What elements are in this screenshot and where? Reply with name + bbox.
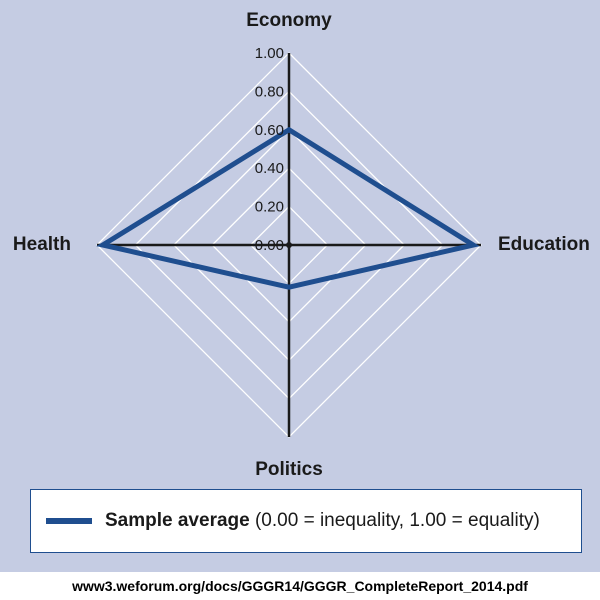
axis-label-education: Education: [498, 234, 590, 255]
label-layer: Economy Education Politics Health: [13, 10, 590, 480]
tick-label-3: 0.60: [255, 122, 284, 139]
legend-note: (0.00 = inequality, 1.00 = equality): [254, 510, 540, 531]
tick-layer: 0.00 0.20 0.40 0.60 0.80 1.00: [255, 45, 284, 254]
tick-label-0: 0.00: [255, 237, 284, 254]
source-url: www3.weforum.org/docs/GGGR14/GGGR_Comple…: [72, 578, 528, 594]
legend-text: Sample average (0.00 = inequality, 1.00 …: [105, 510, 540, 532]
axis-label-health: Health: [13, 234, 71, 255]
chart-panel: 0.00 0.20 0.40 0.60 0.80 1.00 Economy Educatio…: [0, 0, 600, 572]
tick-label-1: 0.20: [255, 199, 284, 216]
tick-label-5: 1.00: [255, 45, 284, 62]
legend-series-label: Sample average: [105, 510, 250, 531]
axis-layer: [97, 53, 481, 437]
axis-center: [286, 242, 292, 248]
data-point-economy: [287, 128, 291, 132]
axis-label-politics: Politics: [255, 459, 323, 480]
legend-swatch: [46, 518, 92, 524]
data-point-education: [471, 243, 475, 247]
series-layer: [96, 126, 480, 290]
data-point-health: [101, 243, 105, 247]
axis-label-economy: Economy: [246, 10, 332, 31]
tick-label-4: 0.80: [255, 83, 284, 100]
radar-chart: 0.00 0.20 0.40 0.60 0.80 1.00 Economy Educatio…: [13, 10, 590, 480]
legend: Sample average (0.00 = inequality, 1.00 …: [30, 489, 582, 553]
data-point-politics: [287, 285, 291, 289]
tick-label-2: 0.40: [255, 160, 284, 177]
